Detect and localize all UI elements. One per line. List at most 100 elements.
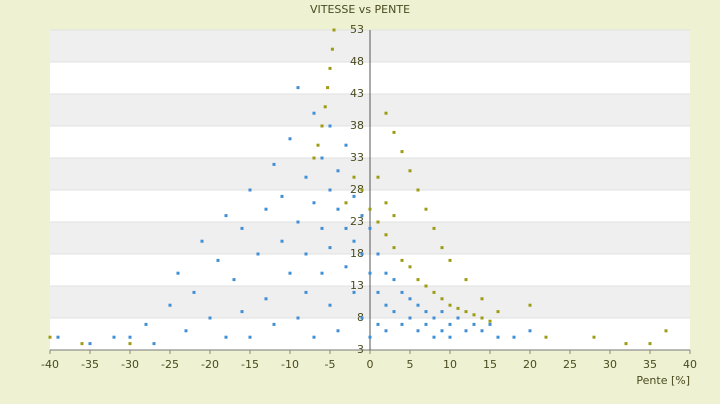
point bbox=[440, 310, 444, 314]
point bbox=[384, 271, 388, 275]
point bbox=[288, 271, 292, 275]
point bbox=[384, 233, 388, 237]
point bbox=[392, 310, 396, 314]
point bbox=[376, 252, 380, 256]
point bbox=[424, 207, 428, 211]
point bbox=[304, 252, 308, 256]
point bbox=[480, 316, 484, 320]
point bbox=[184, 329, 188, 333]
point bbox=[320, 124, 324, 128]
point bbox=[424, 284, 428, 288]
point bbox=[464, 329, 468, 333]
point bbox=[592, 335, 596, 339]
x-tick-label: 0 bbox=[367, 358, 374, 371]
point bbox=[216, 258, 220, 262]
point bbox=[432, 335, 436, 339]
point bbox=[464, 278, 468, 282]
point bbox=[344, 143, 348, 147]
point bbox=[360, 188, 364, 192]
point bbox=[336, 329, 340, 333]
point bbox=[400, 258, 404, 262]
point bbox=[488, 319, 492, 323]
y-tick-label: 38 bbox=[350, 119, 364, 132]
y-tick-label: 48 bbox=[350, 55, 364, 68]
point bbox=[112, 335, 116, 339]
point bbox=[312, 156, 316, 160]
point bbox=[360, 252, 364, 256]
point bbox=[332, 28, 336, 32]
point bbox=[432, 316, 436, 320]
point bbox=[296, 86, 300, 90]
point bbox=[392, 214, 396, 218]
point bbox=[480, 297, 484, 301]
point bbox=[664, 329, 668, 333]
point bbox=[312, 201, 316, 205]
point bbox=[408, 316, 412, 320]
point bbox=[344, 226, 348, 230]
point bbox=[304, 290, 308, 294]
point bbox=[240, 226, 244, 230]
point bbox=[152, 342, 156, 346]
point bbox=[48, 335, 52, 339]
x-tick-label: 5 bbox=[407, 358, 414, 371]
point bbox=[56, 335, 60, 339]
point bbox=[176, 271, 180, 275]
point bbox=[320, 226, 324, 230]
point bbox=[392, 278, 396, 282]
point bbox=[352, 175, 356, 179]
point bbox=[88, 342, 92, 346]
x-tick-label: -5 bbox=[325, 358, 336, 371]
y-tick-label: 53 bbox=[350, 23, 364, 36]
point bbox=[323, 105, 327, 109]
point bbox=[304, 175, 308, 179]
point bbox=[328, 124, 332, 128]
x-tick-label: -35 bbox=[81, 358, 99, 371]
point bbox=[320, 271, 324, 275]
y-tick-label: 28 bbox=[350, 183, 364, 196]
point bbox=[352, 239, 356, 243]
point bbox=[320, 156, 324, 160]
point bbox=[400, 150, 404, 154]
point bbox=[384, 303, 388, 307]
point bbox=[280, 194, 284, 198]
point bbox=[144, 322, 148, 326]
y-tick-label: 43 bbox=[350, 87, 364, 100]
point bbox=[456, 316, 460, 320]
point bbox=[440, 246, 444, 250]
x-tick-label: 20 bbox=[523, 358, 537, 371]
point bbox=[416, 329, 420, 333]
point bbox=[326, 86, 330, 90]
point bbox=[408, 265, 412, 269]
point bbox=[400, 290, 404, 294]
point bbox=[416, 303, 420, 307]
point bbox=[264, 297, 268, 301]
point bbox=[352, 194, 356, 198]
y-tick-label: 33 bbox=[350, 151, 364, 164]
x-tick-label: -30 bbox=[121, 358, 139, 371]
point bbox=[208, 316, 212, 320]
point bbox=[224, 335, 228, 339]
point bbox=[128, 342, 132, 346]
point bbox=[368, 271, 372, 275]
point bbox=[512, 335, 516, 339]
point bbox=[330, 47, 334, 51]
x-tick-label: -20 bbox=[201, 358, 219, 371]
point bbox=[432, 290, 436, 294]
point bbox=[368, 335, 372, 339]
point bbox=[328, 188, 332, 192]
y-tick-label: 13 bbox=[350, 279, 364, 292]
point bbox=[448, 322, 452, 326]
point bbox=[496, 310, 500, 314]
point bbox=[224, 214, 228, 218]
point bbox=[472, 313, 476, 317]
point bbox=[416, 278, 420, 282]
y-tick-label: 23 bbox=[350, 215, 364, 228]
point bbox=[256, 252, 260, 256]
point bbox=[528, 329, 532, 333]
point bbox=[432, 226, 436, 230]
point bbox=[328, 246, 332, 250]
point bbox=[200, 239, 204, 243]
point bbox=[392, 246, 396, 250]
point bbox=[316, 143, 320, 147]
